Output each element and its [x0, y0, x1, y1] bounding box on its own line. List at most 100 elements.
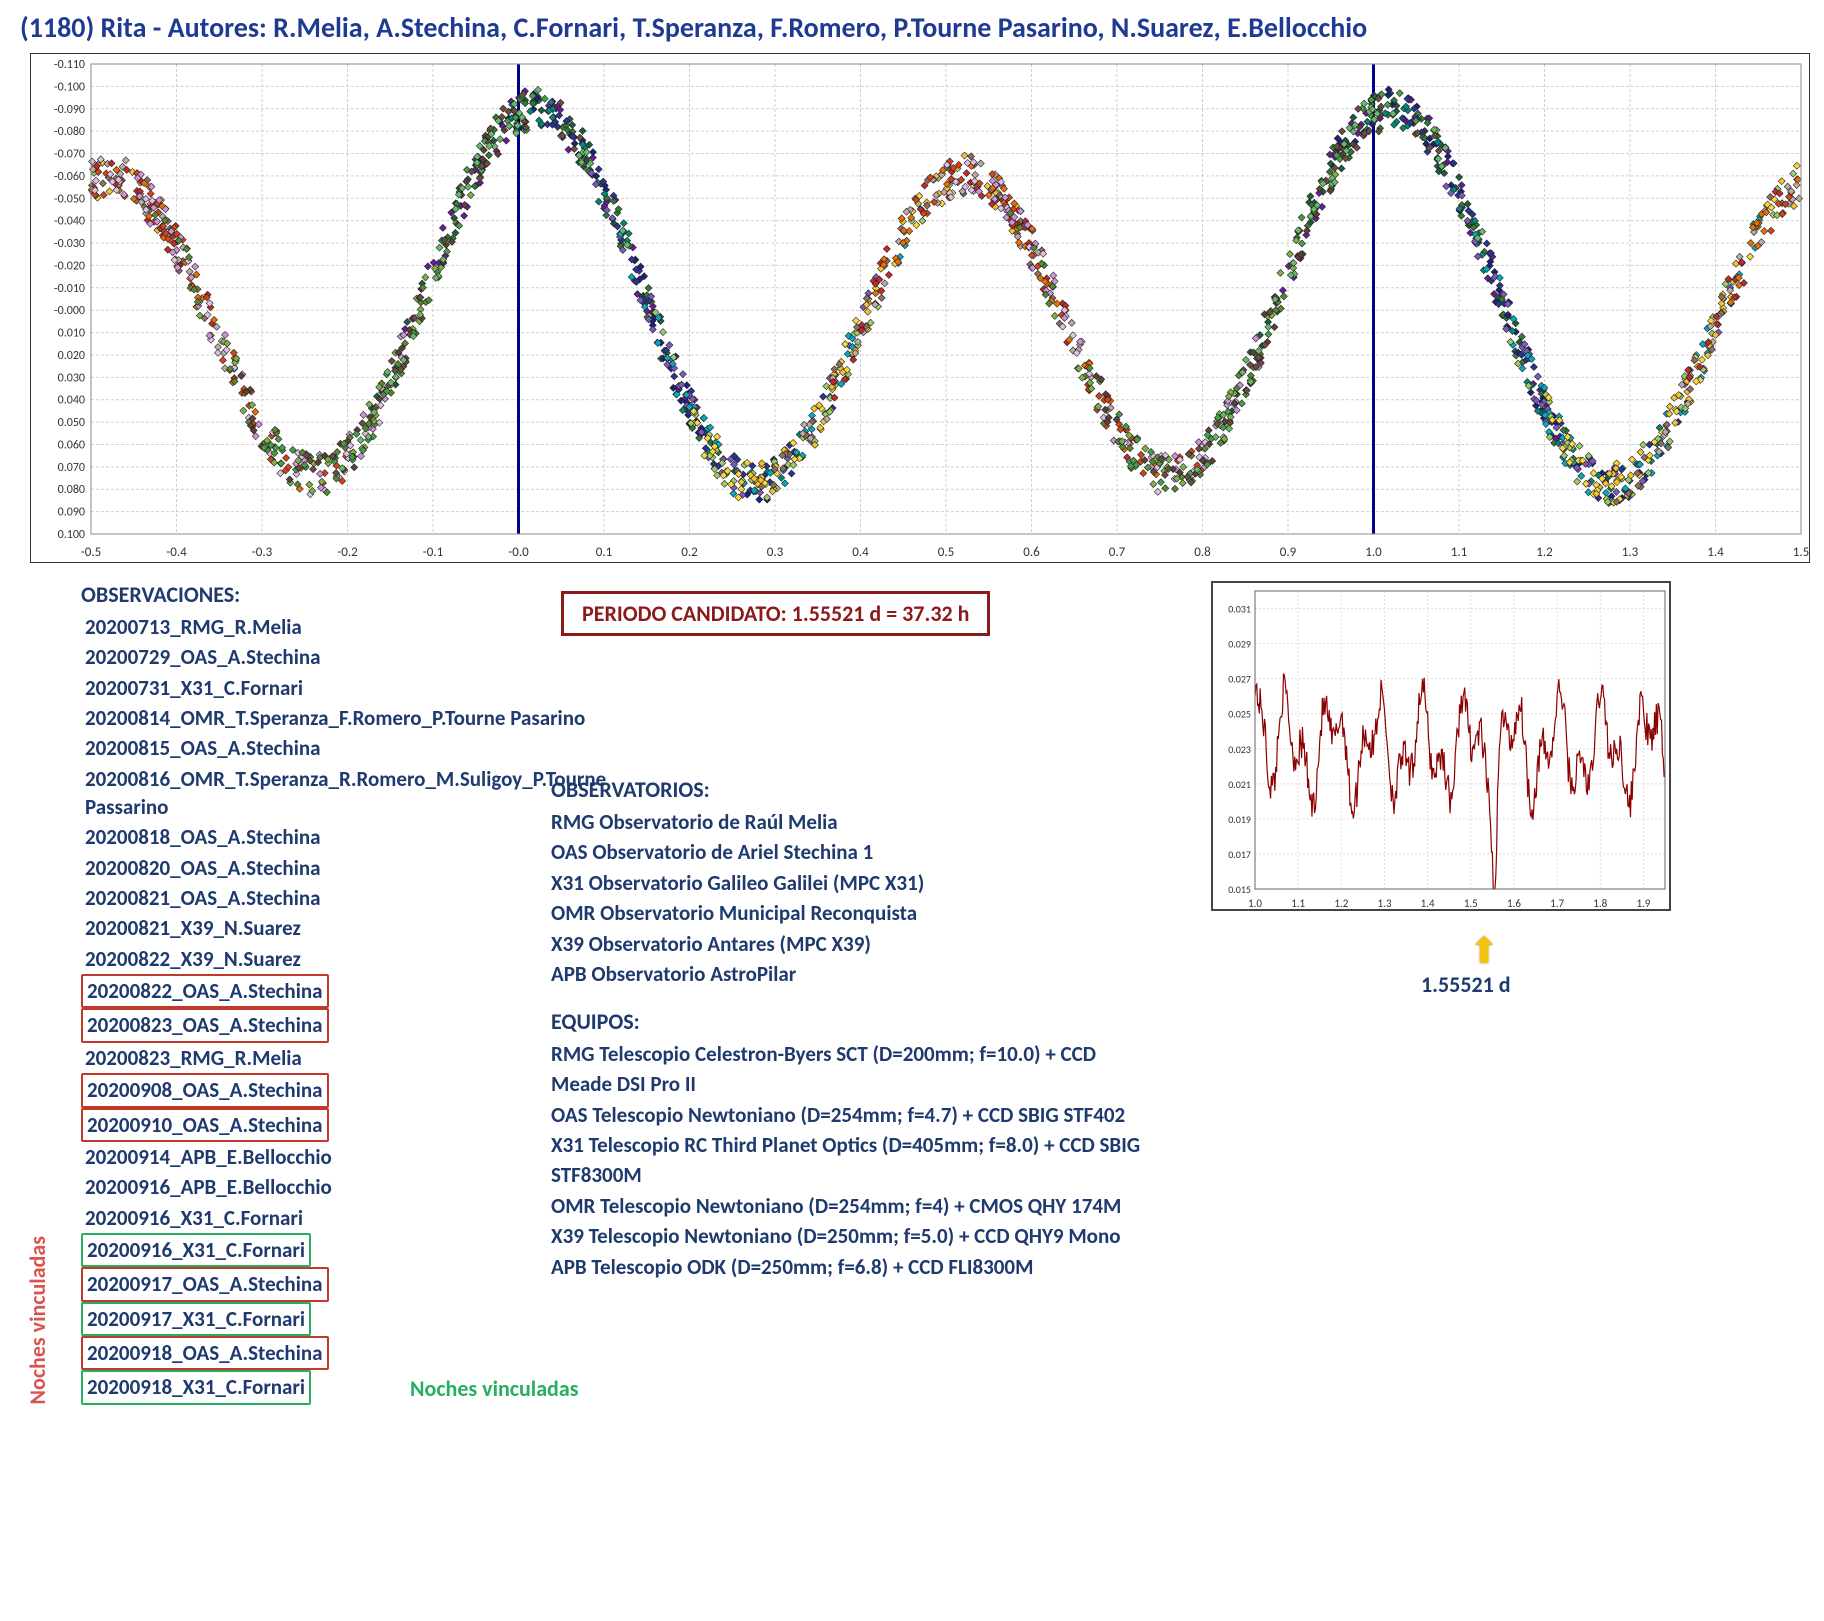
observatories-list: RMG Observatorio de Raúl MeliaOAS Observ…	[551, 807, 1151, 990]
main-chart: -0.5-0.4-0.3-0.2-0.1-0.00.10.20.30.40.50…	[30, 53, 1810, 563]
svg-text:1.9: 1.9	[1636, 897, 1650, 910]
observation-item: 20200917_X31_C.Fornari	[81, 1302, 311, 1336]
observatory-item: RMG Observatorio de Raúl Melia	[551, 807, 1151, 837]
svg-text:0.050: 0.050	[58, 416, 85, 430]
svg-text:0.010: 0.010	[58, 327, 85, 341]
observatory-item: OMR Observatorio Municipal Reconquista	[551, 898, 1151, 928]
svg-text:0.6: 0.6	[1023, 545, 1040, 560]
svg-text:-0.100: -0.100	[54, 80, 85, 94]
observation-item: 20200916_X31_C.Fornari	[81, 1203, 307, 1233]
equipment-header: EQUIPOS:	[551, 1008, 1151, 1035]
svg-text:-0.010: -0.010	[54, 282, 85, 296]
period-candidate-box: PERIODO CANDIDATO: 1.55521 d = 37.32 h	[561, 591, 990, 636]
observation-item: 20200815_OAS_A.Stechina	[81, 733, 325, 763]
equipment-item: RMG Telescopio Celestron-Byers SCT (D=20…	[551, 1039, 1151, 1100]
svg-text:0.019: 0.019	[1228, 813, 1251, 826]
svg-text:0.3: 0.3	[767, 545, 784, 560]
svg-text:0.020: 0.020	[58, 349, 85, 363]
svg-text:1.1: 1.1	[1291, 897, 1305, 910]
svg-text:0.090: 0.090	[58, 506, 85, 520]
equipment-item: OAS Telescopio Newtoniano (D=254mm; f=4.…	[551, 1100, 1151, 1130]
equipment-item: APB Telescopio ODK (D=250mm; f=6.8) + CC…	[551, 1252, 1151, 1282]
observatory-item: APB Observatorio AstroPilar	[551, 959, 1151, 989]
svg-text:-0.030: -0.030	[54, 237, 85, 251]
observation-item: 20200916_APB_E.Bellocchio	[81, 1172, 336, 1202]
svg-text:0.030: 0.030	[58, 371, 85, 385]
svg-text:0.1: 0.1	[596, 545, 612, 560]
svg-text:1.4: 1.4	[1707, 545, 1724, 560]
svg-text:0.7: 0.7	[1109, 545, 1126, 560]
svg-text:-0.070: -0.070	[54, 148, 85, 162]
equipment-item: X39 Telescopio Newtoniano (D=250mm; f=5.…	[551, 1221, 1151, 1251]
svg-text:-0.0: -0.0	[508, 545, 529, 560]
svg-text:0.100: 0.100	[58, 528, 85, 542]
svg-text:-0.090: -0.090	[54, 103, 85, 117]
svg-text:1.5: 1.5	[1793, 545, 1809, 560]
observation-item: 20200814_OMR_T.Speranza_F.Romero_P.Tourn…	[81, 703, 589, 733]
observation-item: 20200822_X39_N.Suarez	[81, 944, 305, 974]
svg-text:0.027: 0.027	[1228, 673, 1251, 686]
svg-text:0.060: 0.060	[58, 438, 85, 452]
svg-text:0.017: 0.017	[1228, 848, 1251, 861]
observation-item: 20200731_X31_C.Fornari	[81, 673, 307, 703]
svg-text:0.029: 0.029	[1228, 638, 1251, 651]
svg-text:1.3: 1.3	[1622, 545, 1639, 560]
svg-text:1.5: 1.5	[1464, 897, 1478, 910]
svg-text:0.080: 0.080	[58, 483, 85, 497]
observatory-item: OAS Observatorio de Ariel Stechina 1	[551, 837, 1151, 867]
linked-nights-green-label: Noches vinculadas	[410, 1375, 579, 1402]
svg-text:0.015: 0.015	[1228, 883, 1251, 896]
linked-nights-red-label: Noches vinculadas	[20, 1096, 51, 1405]
observatory-item: X39 Observatorio Antares (MPC X39)	[551, 929, 1151, 959]
svg-text:1.6: 1.6	[1507, 897, 1521, 910]
svg-text:0.021: 0.021	[1228, 778, 1251, 791]
periodogram-column: 1.0 1.1 1.2 1.3 1.4 1.5 1.6 1.7 1.8 1.9 0.015 0.017…	[1151, 581, 1804, 1405]
page-title: (1180) Rita - Autores: R.Melia, A.Stechi…	[20, 10, 1804, 45]
svg-text:-0.050: -0.050	[54, 192, 85, 206]
svg-text:0.031: 0.031	[1228, 603, 1251, 616]
svg-text:-0.5: -0.5	[81, 545, 101, 560]
svg-text:0.023: 0.023	[1228, 743, 1251, 756]
svg-text:1.2: 1.2	[1536, 545, 1553, 560]
svg-text:1.0: 1.0	[1365, 545, 1382, 560]
svg-text:1.4: 1.4	[1421, 897, 1435, 910]
observatories-header: OBSERVATORIOS:	[551, 776, 1151, 803]
svg-text:1.8: 1.8	[1593, 897, 1607, 910]
svg-text:1.3: 1.3	[1378, 897, 1392, 910]
svg-text:-0.4: -0.4	[166, 545, 187, 560]
arrow-up-icon: ⬆	[1469, 929, 1499, 973]
periodogram-chart: 1.0 1.1 1.2 1.3 1.4 1.5 1.6 1.7 1.8 1.9 0.015 0.017…	[1211, 581, 1671, 911]
svg-text:0.070: 0.070	[58, 461, 85, 475]
svg-text:0.5: 0.5	[938, 545, 954, 560]
observation-item: 20200821_X39_N.Suarez	[81, 913, 305, 943]
svg-text:-0.060: -0.060	[54, 170, 85, 184]
equipment-item: X31 Telescopio RC Third Planet Optics (D…	[551, 1130, 1151, 1191]
svg-text:0.4: 0.4	[852, 545, 869, 560]
observation-item: 20200914_APB_E.Bellocchio	[81, 1142, 336, 1172]
svg-text:0.8: 0.8	[1194, 545, 1211, 560]
periodogram-min-label: 1.55521 d	[1421, 971, 1511, 998]
observation-item: 20200823_OAS_A.Stechina	[81, 1008, 329, 1042]
svg-text:0.040: 0.040	[58, 394, 85, 408]
info-column: PERIODO CANDIDATO: 1.55521 d = 37.32 h O…	[531, 581, 1151, 1405]
svg-text:-0.000: -0.000	[54, 304, 85, 318]
equipment-list: RMG Telescopio Celestron-Byers SCT (D=20…	[551, 1039, 1151, 1283]
svg-text:-0.110: -0.110	[54, 58, 85, 72]
svg-text:-0.080: -0.080	[54, 125, 85, 139]
observation-item: 20200917_OAS_A.Stechina	[81, 1267, 329, 1301]
svg-text:-0.2: -0.2	[337, 545, 358, 560]
observation-item: 20200910_OAS_A.Stechina	[81, 1108, 329, 1142]
observations-column: OBSERVACIONES: 20200713_RMG_R.Melia20200…	[51, 581, 531, 1405]
observation-item: 20200713_RMG_R.Melia	[81, 612, 306, 642]
observation-item: 20200729_OAS_A.Stechina	[81, 642, 325, 672]
svg-text:1.0: 1.0	[1248, 897, 1262, 910]
svg-text:-0.1: -0.1	[423, 545, 443, 560]
svg-text:-0.020: -0.020	[54, 259, 85, 273]
svg-text:1.7: 1.7	[1550, 897, 1564, 910]
observatory-item: X31 Observatorio Galileo Galilei (MPC X3…	[551, 868, 1151, 898]
svg-text:1.2: 1.2	[1334, 897, 1348, 910]
observation-item: 20200820_OAS_A.Stechina	[81, 853, 325, 883]
observation-item: 20200916_X31_C.Fornari	[81, 1233, 311, 1267]
observation-item: 20200818_OAS_A.Stechina	[81, 822, 325, 852]
svg-text:-0.3: -0.3	[252, 545, 273, 560]
